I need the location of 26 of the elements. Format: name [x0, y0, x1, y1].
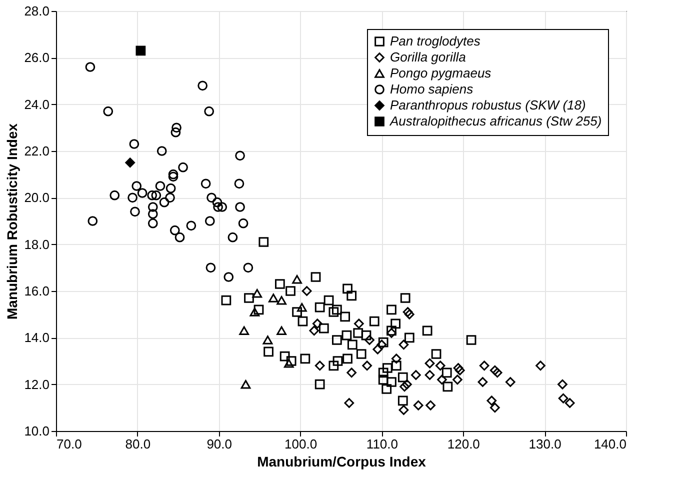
- x-tick-label: 90.0: [206, 436, 232, 452]
- x-tick-label: 130.0: [528, 436, 562, 452]
- y-tick-label: 28.0: [24, 4, 50, 18]
- x-tick-label: 140.0: [594, 436, 626, 452]
- x-tick-label: 110.0: [366, 436, 398, 452]
- x-tick-label: 120.0: [447, 436, 480, 452]
- legend-label: Paranthropus robustus (SKW (18): [390, 98, 586, 112]
- x-tick-label: 100.0: [284, 436, 318, 452]
- y-tick-label: 20.0: [24, 190, 50, 206]
- legend-label: Pan troglodytes: [390, 34, 481, 48]
- y-tick-label: 26.0: [24, 50, 50, 66]
- x-axis-title: Manubrium/Corpus Index: [257, 454, 426, 470]
- y-axis-title: Manubrium Robusticity Index: [4, 123, 20, 320]
- legend-label: Gorilla gorilla: [390, 50, 466, 64]
- y-tick-label: 12.0: [24, 376, 50, 392]
- y-tick-label: 14.0: [24, 330, 50, 346]
- y-tick-label: 16.0: [24, 284, 50, 298]
- legend-label: Australopithecus africanus (Stw 255): [389, 114, 602, 128]
- y-tick-label: 18.0: [24, 236, 50, 252]
- legend-label: Homo sapiens: [390, 82, 474, 96]
- y-tick-label: 24.0: [24, 96, 50, 112]
- x-tick-label: 80.0: [125, 436, 151, 452]
- y-tick-label: 10.0: [24, 424, 50, 438]
- x-tick-label: 70.0: [56, 436, 82, 452]
- y-tick-label: 22.0: [24, 144, 50, 158]
- legend-label: Pongo pygmaeus: [390, 66, 492, 80]
